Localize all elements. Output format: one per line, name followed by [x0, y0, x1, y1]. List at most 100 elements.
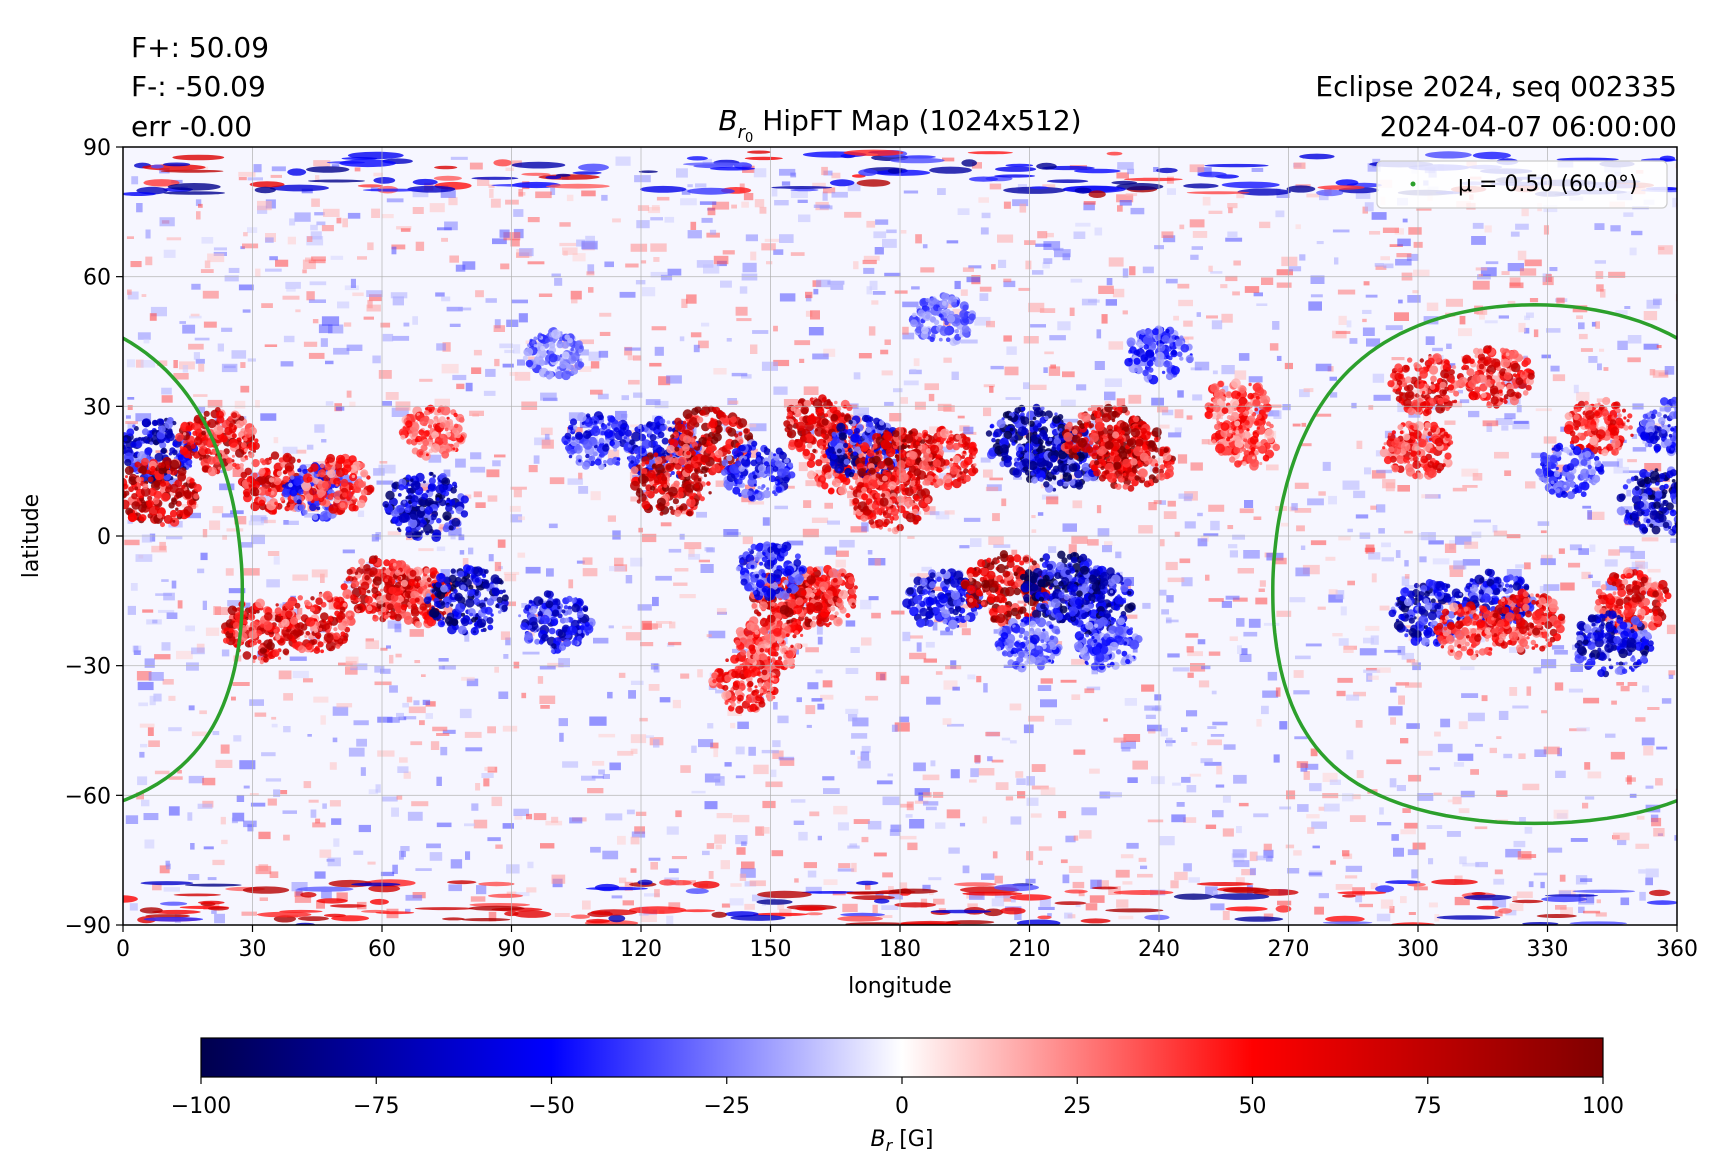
- noise-speckle: [601, 194, 608, 201]
- flux-element: [342, 602, 347, 608]
- noise-speckle: [1434, 914, 1440, 922]
- polar-feature: [894, 902, 937, 908]
- polar-feature: [1144, 914, 1170, 921]
- noise-speckle: [979, 293, 989, 301]
- noise-speckle: [1038, 860, 1043, 865]
- noise-speckle: [1375, 265, 1387, 270]
- noise-speckle: [1516, 405, 1522, 413]
- noise-speckle: [441, 237, 448, 242]
- polar-feature: [637, 879, 653, 885]
- noise-speckle: [695, 183, 707, 188]
- noise-speckle: [568, 579, 574, 589]
- noise-speckle: [639, 717, 648, 722]
- noise-speckle: [188, 775, 204, 784]
- noise-speckle: [499, 343, 513, 349]
- noise-speckle: [1645, 868, 1659, 878]
- noise-speckle: [866, 286, 872, 295]
- noise-speckle: [624, 881, 633, 891]
- flux-element: [190, 444, 196, 449]
- noise-speckle: [1391, 834, 1399, 841]
- noise-speckle: [296, 449, 307, 454]
- noise-speckle: [622, 900, 634, 906]
- flux-element: [366, 484, 375, 493]
- polar-feature: [447, 880, 477, 885]
- flux-element: [172, 441, 178, 447]
- flux-element: [123, 483, 128, 490]
- noise-speckle: [753, 168, 767, 178]
- noise-speckle: [1468, 410, 1480, 418]
- flux-element: [239, 463, 245, 468]
- noise-speckle: [267, 551, 280, 556]
- noise-speckle: [562, 247, 578, 255]
- noise-speckle: [149, 533, 156, 542]
- polar-feature: [1569, 921, 1627, 925]
- noise-speckle: [366, 290, 383, 297]
- noise-speckle: [127, 422, 136, 430]
- noise-speckle: [378, 370, 392, 379]
- noise-speckle: [1356, 770, 1364, 779]
- flux-element: [125, 475, 128, 479]
- noise-speckle: [199, 710, 207, 715]
- noise-speckle: [1211, 320, 1223, 330]
- noise-speckle: [1291, 503, 1298, 511]
- flux-element: [268, 456, 273, 461]
- polar-feature: [521, 172, 551, 176]
- flux-element: [317, 469, 326, 478]
- noise-speckle: [1629, 247, 1637, 256]
- noise-speckle: [868, 596, 879, 601]
- noise-speckle: [294, 212, 311, 222]
- noise-speckle: [602, 774, 610, 779]
- noise-speckle: [238, 177, 247, 181]
- noise-speckle: [487, 837, 501, 842]
- noise-speckle: [224, 275, 239, 282]
- noise-speckle: [307, 734, 312, 737]
- noise-speckle: [1028, 302, 1045, 313]
- polar-feature: [795, 906, 827, 912]
- noise-speckle: [1229, 550, 1238, 558]
- flux-element: [434, 601, 440, 608]
- polar-feature: [478, 881, 515, 887]
- noise-speckle: [442, 342, 451, 352]
- noise-speckle: [1030, 324, 1046, 328]
- noise-speckle: [994, 893, 1012, 899]
- noise-speckle: [1355, 893, 1363, 903]
- noise-speckle: [1167, 653, 1180, 658]
- noise-speckle: [852, 717, 869, 727]
- noise-speckle: [774, 200, 789, 206]
- flux-element: [337, 622, 347, 631]
- noise-speckle: [1340, 606, 1347, 616]
- noise-speckle: [1031, 764, 1046, 772]
- noise-speckle: [693, 344, 700, 353]
- noise-speckle: [1649, 369, 1656, 376]
- noise-speckle: [1406, 253, 1419, 261]
- noise-speckle: [521, 603, 527, 608]
- flux-element: [351, 579, 360, 588]
- noise-speckle: [449, 323, 461, 327]
- flux-element: [501, 594, 509, 602]
- noise-speckle: [1338, 536, 1351, 541]
- noise-speckle: [1089, 895, 1105, 903]
- noise-speckle: [762, 800, 776, 809]
- noise-speckle: [1446, 343, 1452, 349]
- noise-speckle: [845, 620, 856, 627]
- noise-speckle: [1470, 769, 1479, 775]
- noise-speckle: [1299, 389, 1310, 398]
- flux-element: [317, 605, 321, 609]
- flux-element: [127, 512, 137, 523]
- flux-element: [298, 504, 305, 511]
- noise-speckle: [1425, 336, 1435, 345]
- polar-feature: [1498, 908, 1512, 914]
- noise-speckle: [659, 697, 671, 703]
- noise-speckle: [551, 874, 566, 884]
- flux-element: [409, 569, 417, 577]
- noise-speckle: [185, 625, 195, 632]
- noise-speckle: [168, 806, 180, 816]
- noise-speckle: [1509, 903, 1524, 912]
- flux-element: [483, 569, 489, 574]
- noise-speckle: [1578, 322, 1585, 330]
- flux-element: [461, 618, 470, 627]
- noise-speckle: [1071, 535, 1088, 544]
- noise-speckle: [985, 731, 1001, 737]
- flux-element: [427, 419, 434, 425]
- flux-element: [296, 499, 302, 505]
